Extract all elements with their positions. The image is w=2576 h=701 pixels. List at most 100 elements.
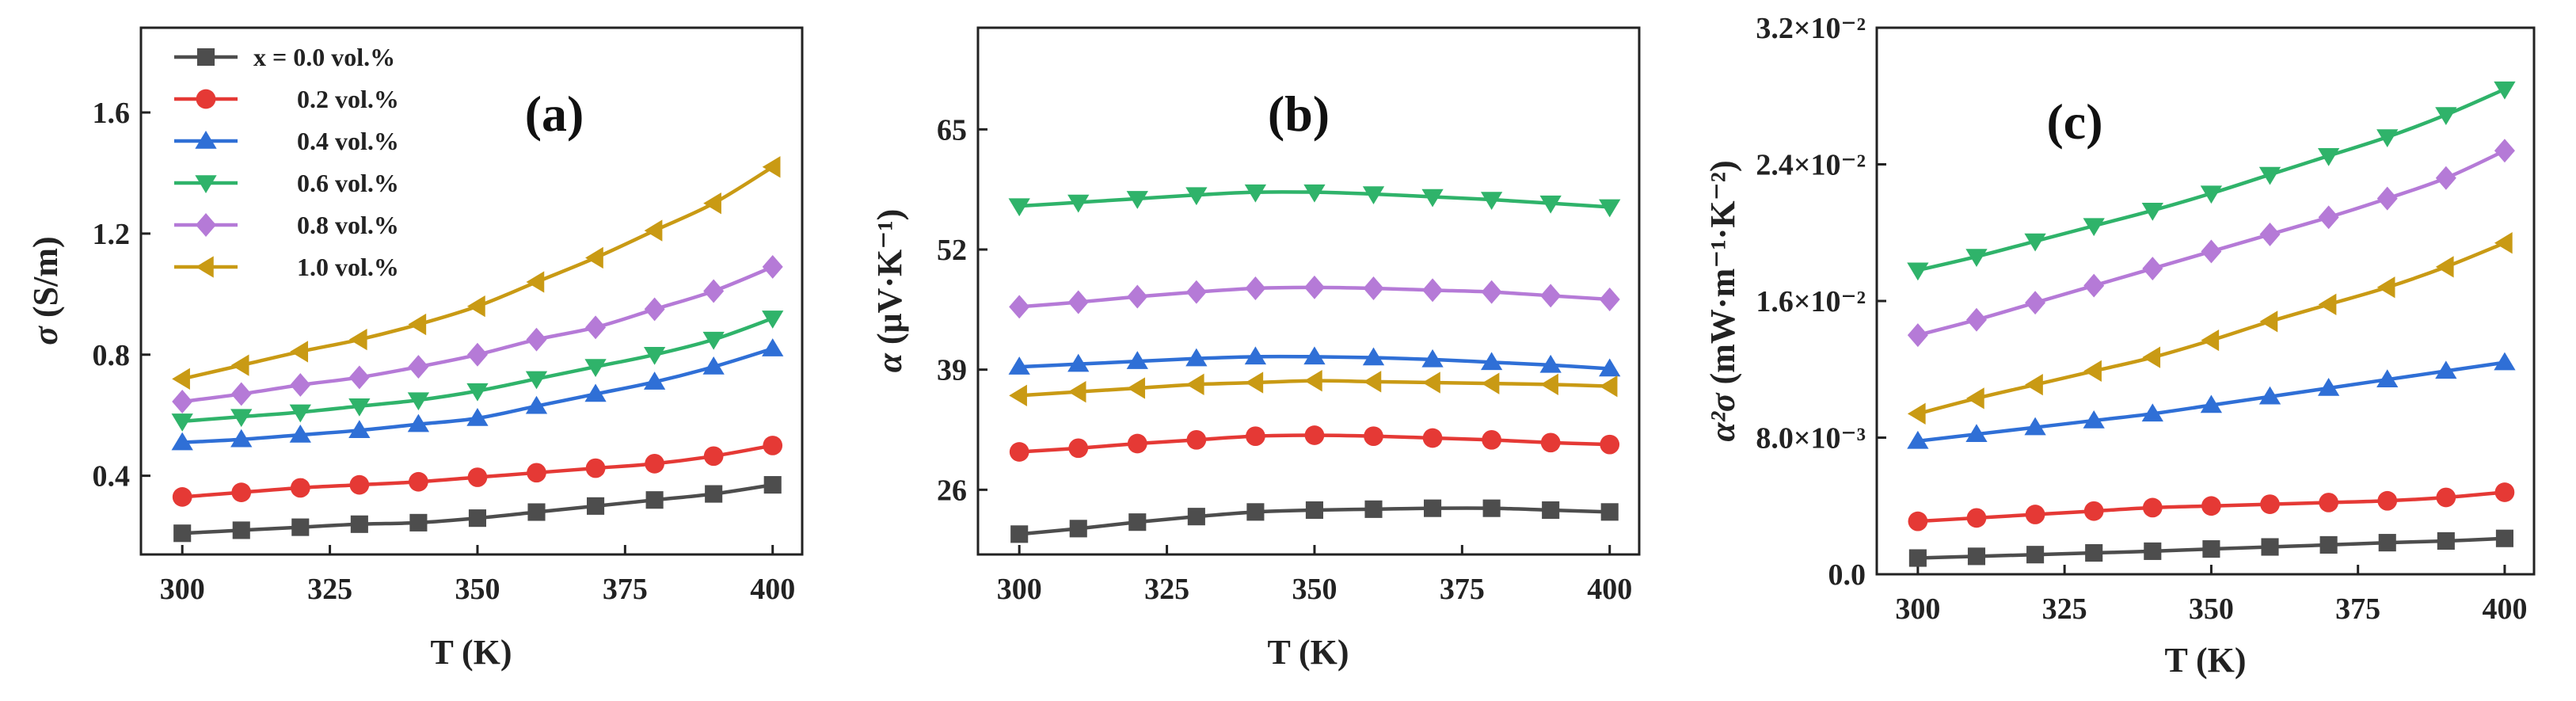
data-point bbox=[2494, 482, 2515, 502]
data-point bbox=[2435, 107, 2457, 125]
data-point bbox=[2141, 403, 2163, 422]
y-tick-label: 0.8 bbox=[93, 339, 131, 372]
data-point bbox=[468, 509, 487, 528]
panel-a-ticks: 300 325 350 375 400 0.4 0.8 1.2 1.6 bbox=[93, 97, 796, 606]
y-tick-label: 1.6×10⁻² bbox=[1756, 285, 1866, 318]
data-point bbox=[643, 347, 666, 365]
data-point bbox=[584, 359, 607, 378]
data-point bbox=[171, 413, 193, 432]
data-point bbox=[762, 156, 781, 178]
data-point bbox=[525, 371, 548, 390]
data-point bbox=[1246, 503, 1265, 521]
data-point bbox=[703, 446, 724, 467]
x-tick-label: 400 bbox=[2482, 592, 2527, 626]
data-point bbox=[408, 313, 427, 336]
data-point bbox=[525, 395, 548, 414]
y-tick-label: 65 bbox=[937, 113, 967, 147]
series-0-6 bbox=[1907, 81, 2516, 281]
data-point bbox=[230, 354, 249, 376]
data-point bbox=[1540, 284, 1562, 308]
data-point bbox=[1067, 353, 1090, 372]
data-point bbox=[1907, 323, 1928, 348]
legend-item: x = 0.0 vol.% bbox=[174, 43, 395, 71]
legend-label: 0.8 vol.% bbox=[297, 211, 399, 239]
data-point bbox=[2083, 360, 2102, 383]
panel-a-ylabel: σ (S/m) bbox=[26, 236, 65, 345]
data-point bbox=[2261, 538, 2279, 556]
data-point bbox=[526, 327, 547, 352]
series-0-0 bbox=[1010, 499, 1619, 543]
data-point bbox=[1303, 346, 1326, 365]
legend-item: 1.0 vol.% bbox=[174, 253, 399, 281]
panel-c: 300 325 350 375 400 0.0 8.0×10⁻³ 1.6×10⁻² 2.4×10… bbox=[1703, 12, 2536, 680]
legend-label: x = 0.0 vol.% bbox=[253, 43, 395, 71]
data-point bbox=[526, 271, 545, 293]
data-point bbox=[2258, 386, 2281, 405]
panel-b-label: (b) bbox=[1268, 86, 1330, 142]
data-point bbox=[1363, 371, 1382, 393]
data-point bbox=[172, 487, 192, 507]
data-point bbox=[2318, 293, 2337, 315]
data-point bbox=[2083, 501, 2104, 521]
data-point bbox=[527, 503, 546, 521]
data-point bbox=[1303, 370, 1322, 392]
data-point bbox=[409, 513, 428, 531]
data-point bbox=[1303, 275, 1325, 299]
data-point bbox=[1244, 346, 1267, 365]
series-0-4 bbox=[171, 338, 784, 451]
data-point bbox=[2317, 147, 2340, 166]
data-point bbox=[172, 368, 190, 390]
data-point bbox=[585, 458, 606, 478]
panel-c-ylabel-symbol: α²σ bbox=[1703, 392, 1742, 442]
data-point bbox=[705, 485, 723, 503]
data-point bbox=[466, 383, 489, 402]
data-point bbox=[1599, 375, 1618, 398]
data-point bbox=[763, 476, 782, 494]
y-tick-label: 0.4 bbox=[93, 460, 131, 493]
data-point bbox=[171, 432, 193, 451]
data-point bbox=[645, 453, 664, 474]
legend-label: 1.0 vol.% bbox=[297, 253, 399, 281]
data-point bbox=[2201, 329, 2220, 352]
data-point bbox=[1303, 184, 1326, 203]
data-point bbox=[2436, 487, 2456, 508]
data-point bbox=[1067, 381, 1086, 403]
data-point bbox=[1481, 372, 1500, 394]
data-point bbox=[762, 338, 784, 356]
data-point bbox=[702, 356, 725, 375]
y-tick-label: 26 bbox=[937, 474, 967, 507]
data-point bbox=[2200, 394, 2223, 413]
data-point bbox=[289, 425, 311, 443]
data-point bbox=[1599, 358, 1621, 377]
data-point bbox=[466, 342, 488, 367]
data-point bbox=[702, 331, 725, 350]
data-point bbox=[1907, 430, 1929, 449]
data-point bbox=[2201, 239, 2222, 264]
data-point bbox=[348, 328, 367, 351]
data-point bbox=[644, 297, 665, 322]
series-0-4 bbox=[1008, 346, 1621, 377]
series-1-0 bbox=[172, 156, 781, 390]
data-point bbox=[2200, 185, 2223, 204]
panel-a-label: (a) bbox=[525, 86, 584, 142]
panel-b-xlabel: T (K) bbox=[1267, 633, 1349, 672]
data-point bbox=[2142, 497, 2163, 518]
data-point bbox=[2142, 257, 2163, 280]
series-0-0 bbox=[173, 476, 782, 543]
panel-c-ticks: 300 325 350 375 400 0.0 8.0×10⁻³ 1.6×10⁻² 2.4×10… bbox=[1756, 12, 2527, 626]
data-point bbox=[1186, 429, 1207, 450]
data-point bbox=[2435, 256, 2454, 278]
series-0-8 bbox=[1907, 139, 2515, 348]
data-point bbox=[2495, 529, 2513, 547]
data-point bbox=[1362, 186, 1385, 204]
data-point bbox=[1422, 371, 1440, 394]
legend-label: 0.6 vol.% bbox=[297, 169, 399, 197]
data-point bbox=[2435, 166, 2456, 190]
legend-item: 0.6 vol.% bbox=[174, 169, 399, 197]
series-0-2 bbox=[1009, 425, 1620, 462]
x-tick-label: 325 bbox=[1144, 573, 1189, 606]
data-point bbox=[2376, 186, 2398, 211]
data-point bbox=[585, 246, 603, 269]
data-point bbox=[1480, 352, 1503, 371]
legend-label: 0.2 vol.% bbox=[297, 85, 399, 113]
